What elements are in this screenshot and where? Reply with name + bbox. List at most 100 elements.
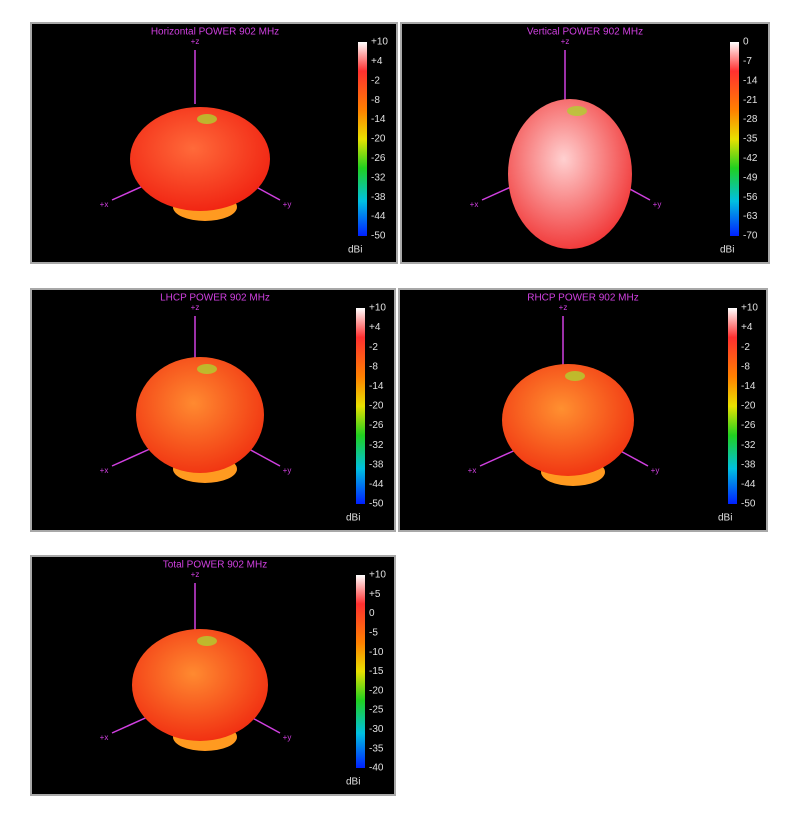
pattern-surface [508, 99, 632, 249]
colorbar-tick-label: -8 [371, 95, 380, 106]
colorbar-tick-label: -32 [371, 172, 386, 183]
colorbar-tick-label: -25 [369, 705, 384, 716]
colorbar-tick-label: -63 [743, 211, 758, 222]
colorbar-tick-label: +5 [369, 589, 381, 600]
colorbar-tick-label: +4 [371, 56, 383, 67]
panel-canvas: Horizontal POWER 902 MHz+z +x +y +10 +4 -2 -8 -… [100, 27, 389, 256]
colorbar-tick-label: -42 [743, 153, 758, 164]
y-axis [246, 447, 281, 467]
colorbar-tick-label: -38 [741, 459, 756, 470]
colorbar-unit: dBi [348, 245, 362, 256]
x-axis-label: +x [468, 466, 477, 475]
colorbar-tick-label: -8 [369, 361, 378, 372]
panel-title: Total POWER 902 MHz [163, 560, 267, 571]
colorbar-tick-label: -44 [369, 479, 384, 490]
colorbar-tick-label: -14 [743, 75, 758, 86]
colorbar-tick-label: -21 [743, 95, 758, 106]
colorbar-tick-label: -15 [369, 666, 384, 677]
y-axis-label: +y [651, 466, 660, 475]
panel-title: Vertical POWER 902 MHz [527, 27, 643, 38]
panel-canvas: RHCP POWER 902 MHz+z +x +y +10 +4 -2 -8 -14 -20 -… [468, 293, 759, 524]
y-axis-label: +y [653, 200, 662, 209]
colorbar-tick-label: -32 [369, 440, 384, 451]
y-axis-label: +y [283, 733, 292, 742]
pattern-surface [136, 357, 264, 473]
z-axis-label: +z [559, 303, 568, 312]
pattern-highlight [565, 371, 585, 381]
colorbar-tick-label: -40 [369, 763, 384, 774]
panel-canvas: LHCP POWER 902 MHz+z +x +y +10 +4 -2 -8 -14 -20 -… [100, 293, 387, 524]
pattern-highlight [197, 364, 217, 374]
colorbar-tick-label: -14 [369, 381, 384, 392]
x-axis-label: +x [470, 200, 479, 209]
x-axis-label: +x [100, 200, 109, 209]
colorbar-unit: dBi [346, 777, 360, 788]
pattern-panel: Total POWER 902 MHz +z +x +y +10 +5 0 -5 -10 -15 -… [30, 555, 396, 796]
colorbar-tick-label: -26 [369, 420, 384, 431]
colorbar-tick-label: 0 [369, 608, 375, 619]
colorbar-tick-label: -70 [743, 231, 758, 242]
z-axis-label: +z [191, 37, 200, 46]
pattern-surface [130, 107, 270, 211]
colorbar-tick-label: -35 [369, 743, 384, 754]
colorbar-unit: dBi [346, 513, 360, 524]
colorbar-tick-label: -35 [743, 134, 758, 145]
pattern-panel: Horizontal POWER 902 MHz +z +x +y +10 +4 -2 -8 -… [30, 22, 398, 264]
y-axis-label: +y [283, 200, 292, 209]
colorbar-tick-label: 0 [743, 37, 749, 48]
colorbar [728, 308, 737, 504]
colorbar-tick-label: -44 [741, 479, 756, 490]
colorbar-tick-label: -56 [743, 192, 758, 203]
colorbar [730, 42, 739, 236]
colorbar [356, 575, 365, 768]
colorbar-tick-label: -38 [371, 192, 386, 203]
colorbar-tick-label: -2 [741, 342, 750, 353]
colorbar-tick-label: +10 [371, 37, 388, 48]
panel-title: LHCP POWER 902 MHz [160, 293, 270, 304]
x-axis-label: +x [100, 733, 109, 742]
colorbar-unit: dBi [718, 513, 732, 524]
colorbar-tick-label: +4 [369, 322, 381, 333]
panel-canvas: Total POWER 902 MHz+z +x +y +10 +5 0 -5 -10 -15 -… [100, 560, 387, 788]
z-axis-label: +z [191, 570, 200, 579]
colorbar-tick-label: +10 [369, 303, 386, 314]
panel-title: RHCP POWER 902 MHz [527, 293, 639, 304]
pattern-highlight [567, 106, 587, 116]
colorbar-tick-label: -2 [371, 75, 380, 86]
colorbar-tick-label: -5 [369, 628, 378, 639]
colorbar-tick-label: -26 [741, 420, 756, 431]
colorbar-tick-label: -10 [369, 647, 384, 658]
colorbar-tick-label: -38 [369, 459, 384, 470]
colorbar-tick-label: -49 [743, 172, 758, 183]
colorbar-tick-label: -14 [741, 381, 756, 392]
colorbar-tick-label: -30 [369, 724, 384, 735]
x-axis [111, 447, 153, 467]
pattern-surface [132, 629, 268, 741]
colorbar-tick-label: -50 [741, 499, 756, 510]
colorbar-tick-label: -32 [741, 440, 756, 451]
colorbar-tick-label: +10 [741, 303, 758, 314]
z-axis-label: +z [191, 303, 200, 312]
colorbar-tick-label: +10 [369, 570, 386, 581]
pattern-panel: LHCP POWER 902 MHz +z +x +y +10 +4 -2 -8 -14 -20 -… [30, 288, 396, 532]
panel-title: Horizontal POWER 902 MHz [151, 27, 279, 38]
colorbar-unit: dBi [720, 245, 734, 256]
colorbar-tick-label: -28 [743, 114, 758, 125]
pattern-highlight [197, 114, 217, 124]
pattern-panel: Vertical POWER 902 MHz +z +x +y 0 -7 -14 -21 -28… [400, 22, 770, 264]
colorbar [356, 308, 365, 504]
colorbar-tick-label: -26 [371, 153, 386, 164]
pattern-surface [502, 364, 634, 476]
x-axis-label: +x [100, 466, 109, 475]
colorbar-tick-label: -8 [741, 361, 750, 372]
colorbar-tick-label: -20 [369, 401, 384, 412]
y-axis-label: +y [283, 466, 292, 475]
colorbar-tick-label: -14 [371, 114, 386, 125]
pattern-highlight [197, 636, 217, 646]
colorbar-tick-label: -20 [371, 134, 386, 145]
colorbar-tick-label: -44 [371, 211, 386, 222]
z-axis-label: +z [561, 37, 570, 46]
colorbar-tick-label: -20 [741, 401, 756, 412]
colorbar-tick-label: -7 [743, 56, 752, 67]
